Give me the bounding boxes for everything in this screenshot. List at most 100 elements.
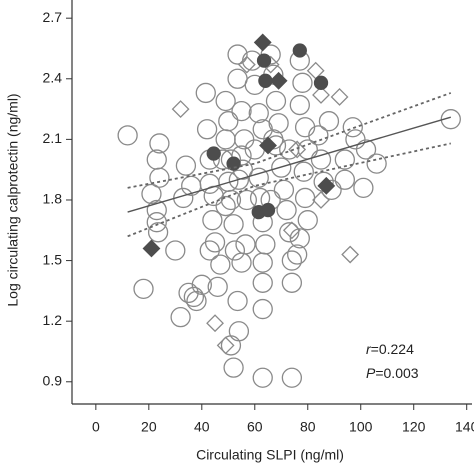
point: [310, 149, 332, 170]
point: [227, 68, 248, 89]
point: [334, 169, 355, 190]
point: [255, 234, 276, 255]
y-axis-title: Log circulating calprotectin (ng/ml): [5, 93, 21, 306]
point: [292, 43, 307, 58]
point: [236, 189, 257, 211]
point: [287, 244, 308, 265]
point: [141, 183, 162, 205]
annotation-symbol: r: [366, 341, 372, 357]
point: [289, 94, 310, 116]
point: [183, 286, 205, 308]
point: [269, 71, 288, 90]
regression-line: [127, 116, 452, 213]
point: [199, 240, 220, 261]
annotation-symbol: P: [366, 365, 376, 381]
point: [294, 187, 316, 209]
point: [220, 335, 242, 356]
point: [308, 125, 329, 146]
point: [206, 146, 221, 161]
y-tick-label: 0.9: [43, 372, 63, 388]
point: [317, 176, 336, 195]
point: [312, 191, 330, 209]
point: [281, 272, 303, 293]
point: [234, 129, 255, 150]
point: [248, 167, 269, 188]
annotation-value: =0.003: [375, 365, 418, 381]
point: [149, 133, 170, 154]
annotation: r=0.224: [366, 341, 414, 357]
point: [171, 100, 190, 118]
point: [226, 156, 241, 171]
point: [195, 82, 216, 104]
point: [297, 210, 318, 231]
point: [294, 117, 316, 138]
confidence-line: [127, 142, 451, 238]
point: [224, 240, 246, 261]
point: [146, 199, 167, 221]
point: [293, 161, 314, 182]
y-tick-label: 2.1: [43, 130, 63, 146]
point: [259, 136, 277, 155]
point: [223, 357, 244, 378]
point: [133, 278, 154, 300]
point: [207, 276, 228, 297]
point: [252, 252, 273, 273]
y-tick-label: 1.5: [43, 251, 63, 267]
point: [146, 212, 167, 233]
point: [273, 179, 295, 201]
point: [231, 100, 252, 122]
point: [149, 167, 170, 188]
point: [252, 119, 273, 140]
confidence-line: [127, 92, 452, 189]
point: [178, 282, 199, 304]
point: [210, 254, 231, 275]
point: [281, 367, 303, 388]
x-tick-label: 140: [455, 419, 474, 435]
point: [265, 90, 287, 112]
point: [271, 157, 292, 178]
point: [252, 367, 273, 388]
point: [353, 177, 374, 199]
point: [248, 102, 269, 124]
y-tick-label: 2.7: [43, 9, 63, 25]
point: [175, 155, 197, 176]
point: [191, 274, 212, 295]
point: [330, 88, 349, 106]
point: [252, 272, 273, 293]
point: [227, 290, 248, 312]
point: [312, 86, 330, 104]
point: [341, 245, 360, 264]
x-tick-label: 100: [349, 419, 373, 435]
point: [216, 336, 235, 355]
point: [345, 129, 366, 150]
point: [142, 239, 161, 258]
point: [237, 55, 256, 74]
point: [218, 111, 239, 132]
point: [252, 298, 273, 320]
point: [318, 111, 340, 132]
point: [170, 306, 191, 328]
x-tick-label: 0: [92, 419, 100, 435]
annotation: P=0.003: [366, 365, 419, 381]
point: [228, 321, 250, 342]
point: [117, 125, 138, 146]
point: [231, 252, 252, 273]
x-axis-title: Circulating SLPI (ng/ml): [196, 447, 344, 463]
point: [355, 139, 377, 160]
point: [227, 44, 248, 65]
x-tick-label: 40: [194, 419, 210, 435]
point: [276, 199, 297, 221]
point: [206, 314, 224, 333]
point: [279, 139, 300, 160]
annotation-value: =0.224: [371, 341, 414, 357]
point: [215, 90, 236, 112]
x-tick-label: 120: [402, 419, 426, 435]
point: [281, 250, 303, 271]
point: [215, 195, 236, 217]
x-tick-label: 60: [247, 419, 263, 435]
point: [186, 290, 207, 312]
y-tick-label: 1.8: [43, 191, 63, 207]
y-tick-label: 2.4: [43, 69, 63, 85]
point: [165, 240, 186, 261]
point: [334, 149, 355, 170]
